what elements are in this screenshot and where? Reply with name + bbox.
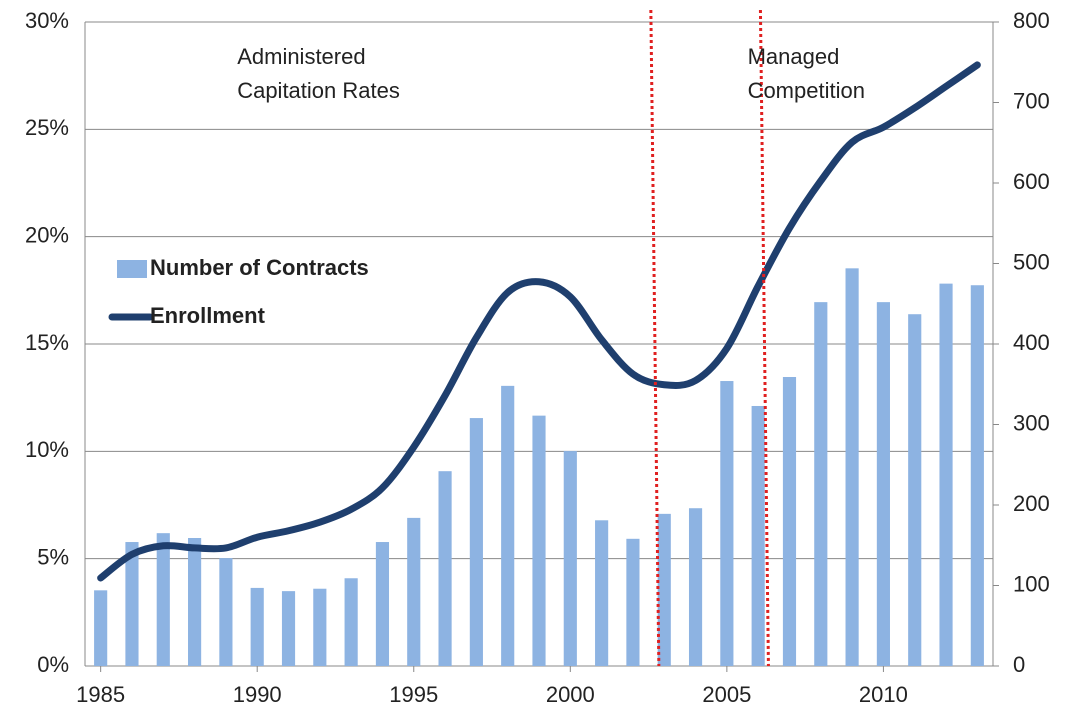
y-tick-label: 25% [25,115,69,140]
bar [626,538,640,666]
bar [188,538,202,666]
bar [469,418,483,666]
bar [125,542,139,666]
x-tick-label: 2000 [546,682,595,707]
y-tick-label: 10% [25,437,69,462]
bar [595,520,609,666]
y2-tick-label: 400 [1013,330,1050,355]
bar [438,471,452,666]
bar [782,377,797,666]
y-tick-label: 30% [25,8,69,33]
line [97,61,981,582]
bar [501,385,515,666]
y-tick-label: 15% [25,330,69,355]
bar [532,415,546,666]
bar [720,381,734,666]
y2-tick-label: 800 [1013,8,1050,33]
x-tick-label: 1990 [233,682,282,707]
annotation: Capitation Rates [237,78,400,103]
bar [751,405,765,666]
bar [876,302,890,666]
y-tick-label: 20% [25,222,69,247]
bar [156,533,170,666]
bar [313,588,327,666]
bar [657,513,671,666]
y-tick-label: 5% [37,544,69,569]
y2-tick-label: 700 [1013,88,1050,113]
bar [375,542,390,666]
bar [688,508,703,666]
annotation: Managed [748,44,840,69]
y-tick-label: 0% [37,652,69,677]
bar [344,578,358,666]
divider-line [758,9,770,667]
bar [250,587,264,666]
y2-tick-label: 100 [1013,571,1050,596]
x-tick-label: 2005 [702,682,751,707]
bar [563,451,577,666]
divider-line [649,9,661,667]
bar [94,590,108,666]
x-tick-label: 1985 [76,682,125,707]
bar [908,314,922,666]
annotation: Competition [748,78,865,103]
bar [970,285,984,666]
annotation: Administered [237,44,365,69]
y2-tick-label: 600 [1013,169,1050,194]
bar [407,517,421,666]
x-tick-label: 2010 [859,682,908,707]
bar [281,591,296,666]
y2-tick-label: 500 [1013,249,1050,274]
bar [219,558,233,666]
y2-tick-label: 300 [1013,410,1050,435]
x-tick-label: 1995 [389,682,438,707]
legend-label: Number of Contracts [150,255,369,280]
y2-tick-label: 0 [1013,652,1025,677]
bar [814,302,828,666]
bar [845,268,859,666]
legend-swatch [117,260,147,278]
y2-tick-label: 200 [1013,491,1050,516]
legend-label: Enrollment [150,303,266,328]
bar [939,283,953,666]
